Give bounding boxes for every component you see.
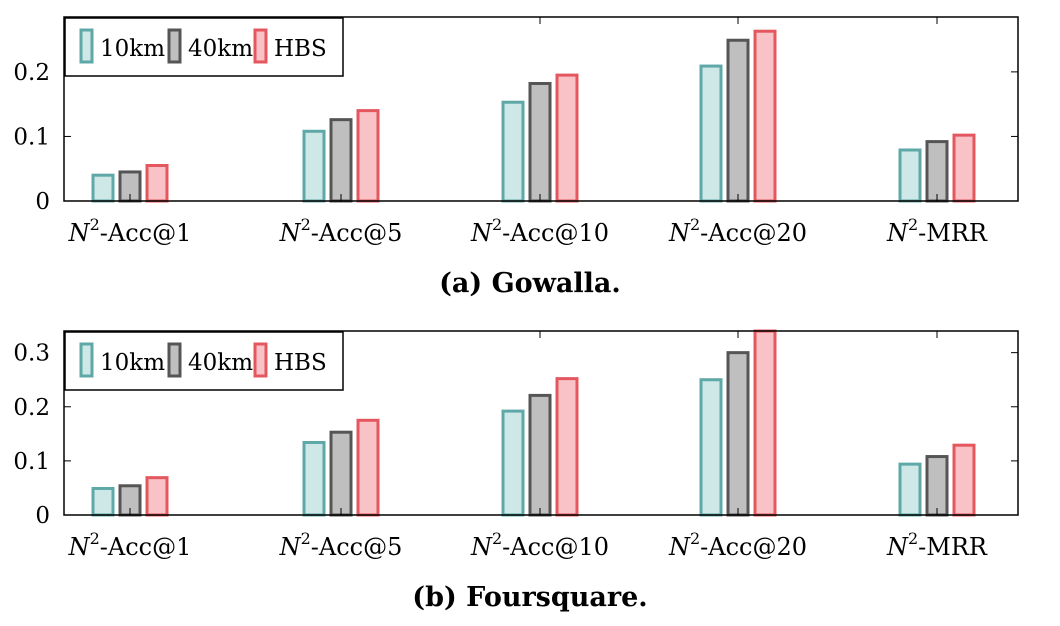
y-tick-label: 0 [35, 189, 50, 215]
bar-40km-2 [329, 430, 353, 517]
x-tick-label: N2-Acc@20 [668, 529, 807, 561]
legend-swatch-40km [167, 28, 182, 64]
bar-10km-3 [501, 100, 525, 203]
bar-HBS-3 [555, 377, 579, 517]
bar-HBS-2 [356, 418, 380, 517]
legend-label-10km: 10km [100, 350, 165, 376]
y-tick-label: 0.1 [13, 124, 50, 150]
axis-frame [63, 16, 1019, 202]
chart-caption: (a) Gowalla. [439, 268, 621, 299]
chart-panel-gowalla: 0 0.1 0.2 N2-Acc@1 N2-Acc@5 N2-Acc@10 N2-Acc@2… [13, 16, 1019, 299]
legend-box [64, 331, 344, 391]
legend: 10km 40km HBS [64, 17, 344, 77]
axis-frame [63, 330, 1019, 516]
bar-10km-5 [898, 148, 922, 203]
x-tick-label: N2-Acc@1 [68, 529, 192, 561]
bar-HBS-4 [753, 29, 777, 203]
bar-HBS-2 [356, 109, 380, 203]
bar-HBS-1 [145, 163, 169, 203]
x-tick-label: N2-Acc@5 [279, 215, 403, 247]
bar-40km-4 [726, 351, 750, 517]
bar-40km-5 [925, 455, 949, 517]
x-tick-label: N2-Acc@5 [279, 529, 403, 561]
x-tick-label: N2-MRR [886, 529, 988, 561]
legend-box [64, 17, 344, 77]
bar-10km-4 [699, 64, 723, 203]
bar-HBS-1 [145, 476, 169, 517]
bar-HBS-5 [952, 133, 976, 203]
legend-label-40km: 40km [188, 350, 253, 376]
bar-10km-1 [91, 173, 115, 203]
bar-HBS-5 [952, 443, 976, 517]
legend-swatch-40km [167, 342, 182, 378]
y-tick-label: 0 [35, 503, 50, 529]
bar-HBS-3 [555, 73, 579, 203]
legend-swatch-HBS [253, 342, 268, 378]
legend-label-40km: 40km [188, 36, 253, 62]
bar-40km-3 [528, 393, 552, 517]
chart-caption: (b) Foursquare. [412, 582, 647, 613]
bar-HBS-4 [753, 329, 777, 517]
y-tick-label: 0.2 [13, 60, 50, 86]
legend-label-HBS: HBS [274, 350, 327, 376]
legend-label-10km: 10km [100, 36, 165, 62]
x-tick-label: N2-Acc@20 [668, 215, 807, 247]
bar-10km-5 [898, 462, 922, 517]
legend-swatch-HBS [253, 28, 268, 64]
y-tick-label: 0.1 [13, 449, 50, 475]
x-tick-label: N2-Acc@10 [470, 529, 609, 561]
bar-10km-3 [501, 409, 525, 517]
y-tick-label: 0.2 [13, 395, 50, 421]
bar-40km-4 [726, 38, 750, 203]
bar-40km-5 [925, 140, 949, 203]
bar-40km-3 [528, 81, 552, 203]
x-tick-label: N2-Acc@1 [68, 215, 192, 247]
bar-10km-1 [91, 486, 115, 517]
legend-swatch-10km [79, 342, 94, 378]
bar-10km-2 [302, 440, 326, 517]
legend-swatch-10km [79, 28, 94, 64]
chart-panel-foursquare: 0 0.1 0.2 0.3 N2-Acc@1 N2-Acc@5 N2-Acc@10 N2-Ac… [13, 329, 1019, 613]
x-tick-label: N2-MRR [886, 215, 988, 247]
bar-40km-2 [329, 118, 353, 203]
legend: 10km 40km HBS [64, 331, 344, 391]
legend-label-HBS: HBS [274, 36, 327, 62]
x-tick-label: N2-Acc@10 [470, 215, 609, 247]
bar-10km-2 [302, 129, 326, 203]
y-tick-label: 0.3 [13, 341, 50, 367]
bar-10km-4 [699, 378, 723, 517]
